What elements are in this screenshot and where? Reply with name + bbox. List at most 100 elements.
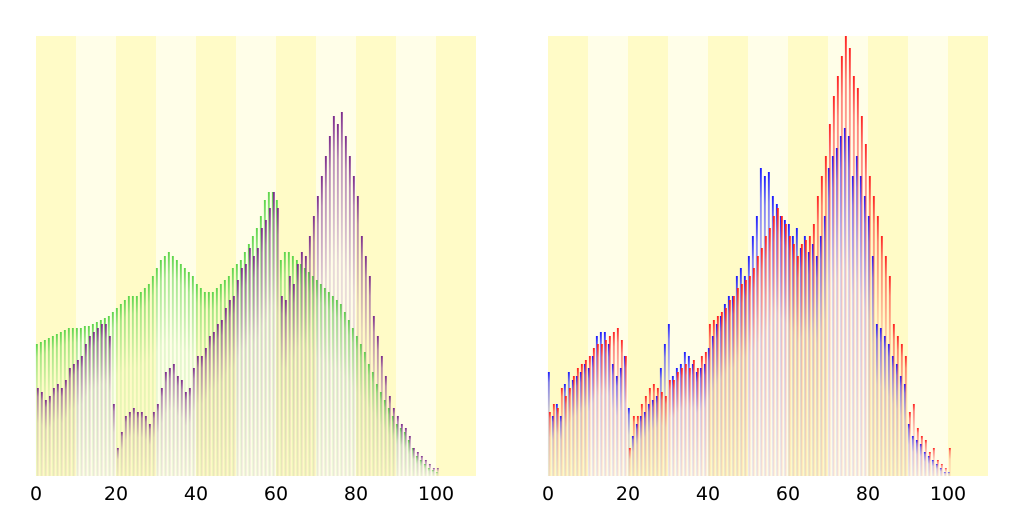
left-series1-bar-70 <box>315 280 318 476</box>
right-series1-bar-76 <box>851 176 854 476</box>
right-x-tick-label: 100 <box>930 483 966 505</box>
right-series2-bar-68 <box>820 176 823 476</box>
left-series2-bar-34 <box>172 364 175 476</box>
right-series2-bar-25 <box>648 388 651 476</box>
right-series1-bar-84 <box>883 336 886 476</box>
right-series1-bar-86 <box>891 356 894 476</box>
right-series1-bar-7 <box>575 376 578 476</box>
left-series1-bar-97 <box>423 464 426 476</box>
right-series1-bar-57 <box>775 204 778 476</box>
left-series1-bar-32 <box>163 256 166 476</box>
left-series1-bar-27 <box>143 288 146 476</box>
right-series1-bar-67 <box>815 256 818 476</box>
left-series2-bar-31 <box>160 388 163 476</box>
left-series2-bar-93 <box>408 436 411 476</box>
right-series2-bar-100 <box>948 448 951 476</box>
right-series1-bar-32 <box>675 368 678 476</box>
left-x-tick-label: 20 <box>104 483 128 505</box>
right-series1-bar-61 <box>791 236 794 476</box>
left-series2-bar-53 <box>248 248 251 476</box>
left-series2-bar-11 <box>80 356 83 476</box>
left-series2-bar-30 <box>156 404 159 476</box>
right-series2-bar-28 <box>660 392 663 476</box>
right-series1-bar-77 <box>855 156 858 476</box>
left-series1-bar-47 <box>223 280 226 476</box>
right-series1-bar-31 <box>671 376 674 476</box>
right-series1-bar-81 <box>871 256 874 476</box>
right-series1-bar-92 <box>915 440 918 476</box>
right-series1-bar-8 <box>579 372 582 476</box>
left-series1-bar-89 <box>391 416 394 476</box>
right-series2-bar-22 <box>636 416 639 476</box>
left-series2-bar-21 <box>120 432 123 476</box>
left-series1-bar-18 <box>107 316 110 476</box>
left-series1-bar-94 <box>411 448 414 476</box>
left-series2-bar-88 <box>388 396 391 476</box>
right-series2-bar-94 <box>924 440 927 476</box>
left-series1-bar-29 <box>151 276 154 476</box>
left-series2-bar-87 <box>384 376 387 476</box>
left-series2-bar-68 <box>308 236 311 476</box>
right-series2-bar-92 <box>916 428 919 476</box>
right-series2-bar-83 <box>880 236 883 476</box>
left-series1-bar-54 <box>251 236 254 476</box>
left-series1-bar-43 <box>207 292 210 476</box>
right-series1-bar-53 <box>759 168 762 476</box>
left-series1-bar-46 <box>219 284 222 476</box>
right-series1-bar-54 <box>763 176 766 476</box>
left-series1-bar-13 <box>87 326 90 476</box>
left-series2-bar-100 <box>436 468 439 476</box>
right-series1-bar-36 <box>691 364 694 476</box>
right-series2-bar-60 <box>788 236 791 476</box>
right-series1-bar-37 <box>695 372 698 476</box>
left-series2-bar-58 <box>268 208 271 476</box>
left-series2-bar-45 <box>216 324 219 476</box>
left-series1-bar-4 <box>51 336 54 476</box>
left-series1-bar-84 <box>371 372 374 476</box>
left-series1-bar-86 <box>379 392 382 476</box>
right-series2-bar-70 <box>828 124 831 476</box>
left-series2-bar-99 <box>432 468 435 476</box>
left-series2-bar-18 <box>108 336 111 476</box>
right-series1-bar-70 <box>827 168 830 476</box>
right-series1-bar-69 <box>823 216 826 476</box>
right-series2-bar-0 <box>548 412 551 476</box>
right-series1-bar-4 <box>563 384 566 476</box>
right-series1-bar-0 <box>547 372 550 476</box>
right-series1-bar-12 <box>595 336 598 476</box>
left-series2-bar-19 <box>112 404 115 476</box>
left-series2-bar-98 <box>428 464 431 476</box>
left-series1-bar-25 <box>135 296 138 476</box>
right-series2-bar-80 <box>868 176 871 476</box>
left-series2-bar-13 <box>88 336 91 476</box>
right-series1-bar-13 <box>599 332 602 476</box>
right-series1-bar-100 <box>947 472 950 476</box>
right-x-ticks: 0 20 40 60 80 100 <box>542 483 966 505</box>
right-series1-bar-19 <box>623 356 626 476</box>
right-series1-bar-43 <box>719 316 722 476</box>
left-series2-bar-42 <box>204 348 207 476</box>
right-series2-bar-31 <box>672 380 675 476</box>
right-series2-bar-49 <box>744 280 747 476</box>
left-series2-bar-38 <box>188 388 191 476</box>
left-series1-bar-52 <box>243 252 246 476</box>
left-series2-bar-96 <box>420 456 423 476</box>
left-series2-bar-81 <box>360 236 363 476</box>
left-series1-bar-67 <box>303 268 306 476</box>
left-series1-bar-31 <box>159 260 162 476</box>
right-series2-bar-65 <box>808 236 811 476</box>
right-series1-bar-98 <box>939 468 942 476</box>
right-series1-bar-90 <box>907 424 910 476</box>
right-series1-bar-96 <box>931 460 934 476</box>
right-series1-bar-6 <box>571 380 574 476</box>
left-series2-bar-40 <box>196 356 199 476</box>
left-series2-bar-43 <box>208 336 211 476</box>
right-series2-bar-74 <box>844 36 847 476</box>
right-series2-bar-82 <box>876 216 879 476</box>
left-series2-bar-1 <box>40 392 43 476</box>
left-series1-bar-44 <box>211 292 214 476</box>
left-series1-bar-20 <box>115 308 118 476</box>
left-series1-bar-77 <box>343 312 346 476</box>
left-series1-bar-75 <box>335 300 338 476</box>
right-series2-bar-96 <box>932 448 935 476</box>
